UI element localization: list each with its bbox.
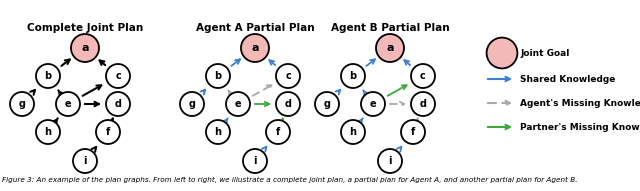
Text: c: c	[420, 71, 426, 81]
Text: f: f	[106, 127, 110, 137]
Text: h: h	[214, 127, 221, 137]
Text: b: b	[44, 71, 52, 81]
Ellipse shape	[411, 92, 435, 116]
Text: e: e	[235, 99, 241, 109]
Text: i: i	[83, 156, 87, 166]
Ellipse shape	[241, 34, 269, 62]
Text: a: a	[387, 43, 394, 53]
Ellipse shape	[315, 92, 339, 116]
Text: c: c	[285, 71, 291, 81]
Ellipse shape	[10, 92, 34, 116]
Ellipse shape	[276, 92, 300, 116]
Ellipse shape	[226, 92, 250, 116]
Text: d: d	[115, 99, 122, 109]
Text: Agent's Missing Knowledge: Agent's Missing Knowledge	[520, 99, 640, 108]
Text: Complete Joint Plan: Complete Joint Plan	[27, 23, 143, 33]
Ellipse shape	[341, 120, 365, 144]
Ellipse shape	[376, 34, 404, 62]
Ellipse shape	[206, 120, 230, 144]
Text: d: d	[419, 99, 426, 109]
Ellipse shape	[180, 92, 204, 116]
Text: e: e	[65, 99, 71, 109]
Ellipse shape	[106, 64, 130, 88]
Text: a: a	[252, 43, 259, 53]
Ellipse shape	[36, 120, 60, 144]
Ellipse shape	[243, 149, 267, 173]
Text: e: e	[370, 99, 376, 109]
Ellipse shape	[36, 64, 60, 88]
Ellipse shape	[411, 64, 435, 88]
Text: Shared Knowledge: Shared Knowledge	[520, 74, 616, 83]
Text: f: f	[276, 127, 280, 137]
Ellipse shape	[341, 64, 365, 88]
Ellipse shape	[378, 149, 402, 173]
Text: g: g	[189, 99, 195, 109]
Text: Agent B Partial Plan: Agent B Partial Plan	[331, 23, 449, 33]
Text: b: b	[349, 71, 356, 81]
Text: d: d	[285, 99, 291, 109]
Text: a: a	[81, 43, 89, 53]
Text: Figure 3: An example of the plan graphs. From left to right, we illustrate a com: Figure 3: An example of the plan graphs.…	[2, 177, 577, 183]
Text: h: h	[349, 127, 356, 137]
Text: g: g	[19, 99, 26, 109]
Text: h: h	[45, 127, 51, 137]
Text: c: c	[115, 71, 121, 81]
Text: Agent A Partial Plan: Agent A Partial Plan	[196, 23, 314, 33]
Text: b: b	[214, 71, 221, 81]
Ellipse shape	[401, 120, 425, 144]
Ellipse shape	[266, 120, 290, 144]
Text: f: f	[411, 127, 415, 137]
Text: i: i	[253, 156, 257, 166]
Text: Joint Goal: Joint Goal	[520, 49, 570, 57]
Ellipse shape	[206, 64, 230, 88]
Text: i: i	[388, 156, 392, 166]
Ellipse shape	[106, 92, 130, 116]
Ellipse shape	[486, 38, 517, 68]
Ellipse shape	[71, 34, 99, 62]
Ellipse shape	[73, 149, 97, 173]
Ellipse shape	[276, 64, 300, 88]
Text: Partner's Missing Knowledge: Partner's Missing Knowledge	[520, 122, 640, 131]
Ellipse shape	[56, 92, 80, 116]
Ellipse shape	[96, 120, 120, 144]
Text: g: g	[323, 99, 330, 109]
Ellipse shape	[361, 92, 385, 116]
